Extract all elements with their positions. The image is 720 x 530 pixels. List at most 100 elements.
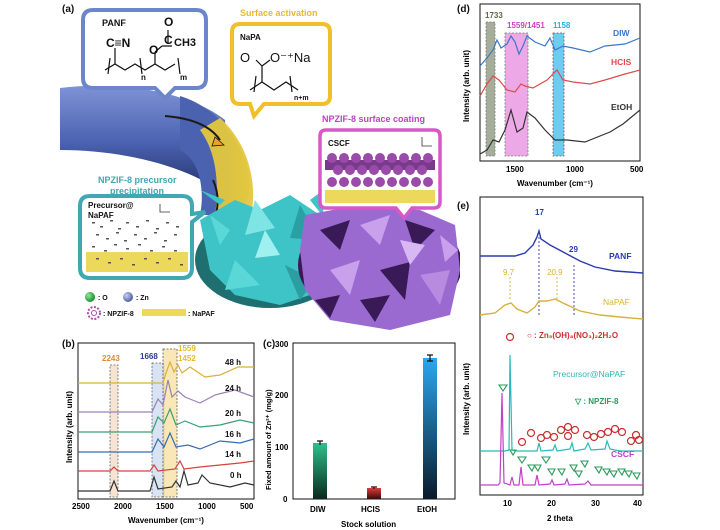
panf-structure-bubble [81,8,208,101]
svg-text:n: n [141,73,146,82]
napa-title: NaPA [240,33,261,42]
precursor-title-2: NaPAF [88,211,114,220]
svg-text:500: 500 [630,165,644,174]
svg-text:17: 17 [535,208,544,217]
panf-title: PANF [102,18,126,28]
svg-text:Precursor@NaPAF: Precursor@NaPAF [553,369,625,379]
panel-b-label: (b) [62,339,75,350]
series-panf [480,228,644,274]
d-xlabel: Wavenumber (cm⁻¹) [517,179,593,188]
legend-o: : O [98,295,108,302]
svg-text:40: 40 [633,499,642,508]
svg-text:2000: 2000 [114,502,132,511]
oxygen-atom-icon [85,292,95,302]
series-0h [78,468,255,492]
bar-hcls [367,488,381,499]
svg-text:DIW: DIW [310,505,326,514]
svg-text:100: 100 [275,443,289,452]
svg-text:500: 500 [240,502,254,511]
series-cscf [480,392,643,486]
series-16h [78,431,255,453]
series-24h [78,379,255,413]
b-ylabel: Intensity (arb. unit) [65,391,74,463]
svg-text:300: 300 [275,340,289,349]
svg-text:m: m [180,73,187,82]
series-20h [78,407,255,433]
npzif8-markers [497,384,641,481]
e-xlabel: 2 theta [547,514,573,523]
precip-title-2: precipitation [110,186,164,196]
napaf-swatch [142,309,186,316]
coating-title: NPZIF-8 surface coating [322,114,425,124]
svg-text:20: 20 [547,499,556,508]
svg-text:1500: 1500 [506,165,524,174]
svg-text:10: 10 [503,499,512,508]
precursor-bubble [78,194,207,280]
panel-c-label: (c) [263,339,276,350]
svg-text:2243: 2243 [102,354,120,363]
zinc-atom-icon [123,292,133,302]
svg-text:20 h: 20 h [225,409,241,418]
svg-text:HClS: HClS [361,505,381,514]
chart-c-zn-fixed: 0 100 200 300 DIW HClS EtOH Stock soluti… [265,340,456,529]
svg-text:EtOH: EtOH [417,505,437,514]
svg-text:1559/1451: 1559/1451 [507,21,545,30]
svg-text:O: O [240,50,250,65]
cscf-title: CSCF [328,139,350,148]
series-etoh [479,107,641,155]
svg-text:48 h: 48 h [225,358,241,367]
napa-carboxylate: O⁻⁺Na [270,50,311,65]
bar-diw [313,443,327,499]
svg-text:29: 29 [569,245,578,254]
e-legend-zif: ▽ : NPZIF-8 [574,397,619,406]
svg-text:C: C [164,33,173,47]
svg-text:DIW: DIW [613,28,631,38]
arrow-icon [164,115,221,141]
svg-text:1733: 1733 [485,11,503,20]
precip-title-1: NPZIF-8 precursor [98,175,177,185]
series-precursor [480,354,643,452]
svg-text:30: 30 [591,499,600,508]
e-ylabel: Intensity (arb. unit) [462,363,471,435]
svg-text:1559: 1559 [178,344,196,353]
panel-e-label: (e) [457,201,470,212]
svg-text:1668: 1668 [140,352,158,361]
svg-text:HClS: HClS [611,57,632,67]
svg-text:1000: 1000 [566,165,584,174]
svg-text:24 h: 24 h [225,384,241,393]
panel-a-illustration: PANF C≡N O C O CH3 n m Surface activatio… [60,8,460,330]
svg-text:2500: 2500 [72,502,90,511]
svg-text:20.9: 20.9 [547,268,563,277]
chart-b-ftir-time: 2243 1668 1559 1452 48 h 24 h 20 h 16 h … [65,342,255,525]
c-xlabel: Stock solution [341,520,396,529]
svg-text:O: O [149,43,158,57]
series-14h [78,459,255,472]
napa-structure-bubble [230,22,332,121]
bar-etoh [423,358,437,499]
chart-d-ftir-solutions: 1733 1559/1451 1158 DIW HClS EtOH 1500 1… [462,3,644,188]
svg-text:1452: 1452 [178,354,196,363]
c-ylabel: Fixed amount of Zn²⁺ (mg/g) [265,389,273,490]
panel-d-label: (d) [457,4,470,15]
series-hcls [479,69,641,97]
surface-activation-title: Surface activation [240,8,318,18]
series-diw [479,34,641,67]
svg-text:PANF: PANF [609,251,632,261]
d-ylabel: Intensity (arb. unit) [462,50,471,122]
chart-e-xrd: 17 29 9.7 20.9 PANF NaPAF ○ : Zn₅(OH)₈(N… [462,196,644,523]
cscf-bubble [318,128,442,221]
series-napaf [479,298,644,320]
svg-text:9.7: 9.7 [503,268,515,277]
svg-text:16 h: 16 h [225,430,241,439]
svg-text:CH3: CH3 [174,37,196,49]
svg-text:EtOH: EtOH [611,102,632,112]
svg-text:14 h: 14 h [225,450,241,459]
precursor-title-1: Precursor@ [88,201,134,210]
svg-text:O: O [164,15,173,29]
svg-text:1158: 1158 [553,21,571,30]
b-xlabel: Wavenumber (cm⁻¹) [128,516,204,525]
legend-npzif8: : NPZIF-8 [103,311,134,318]
svg-text:NaPAF: NaPAF [603,297,630,307]
panel-a-label: (a) [62,4,75,15]
svg-text:1500: 1500 [156,502,174,511]
